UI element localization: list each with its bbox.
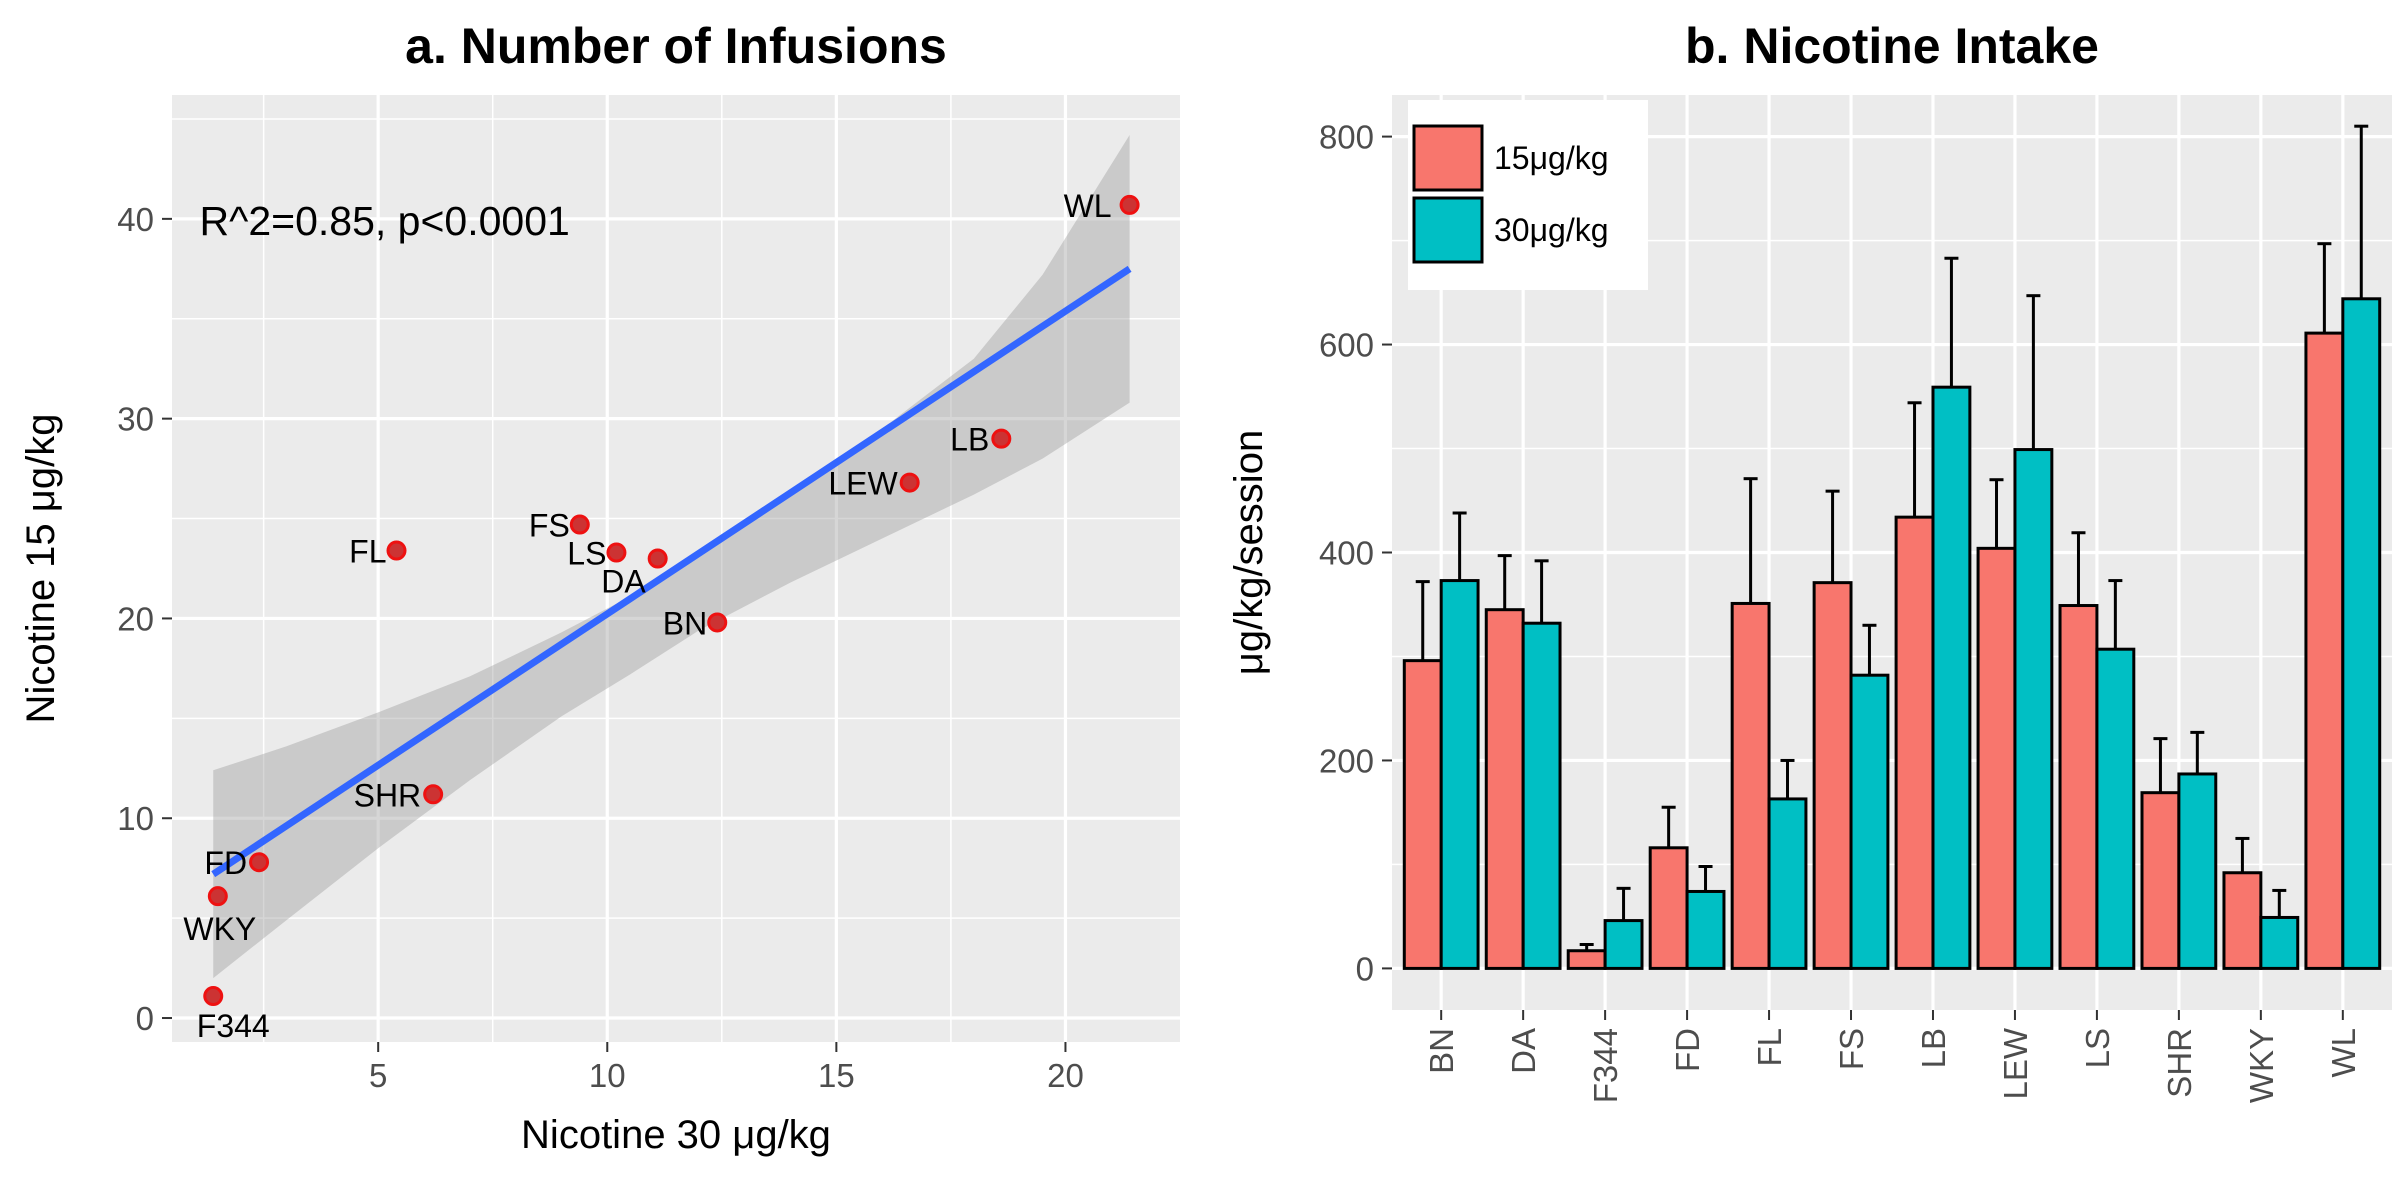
point-label-da: DA — [601, 564, 646, 600]
bar-da-15 — [1484, 608, 1525, 970]
panel-b-y-tick-label: 600 — [1319, 327, 1374, 364]
panel-b-x-tick-label-lb: LB — [1915, 1028, 1952, 1068]
point-fd — [249, 852, 270, 873]
point-label-fd: FD — [204, 845, 247, 881]
bar-fd-30 — [1685, 889, 1726, 970]
point-label-f344: F344 — [197, 1008, 270, 1044]
panel-b-title: b. Nicotine Intake — [1685, 18, 2099, 74]
panel-a-y-tick-label: 0 — [136, 1000, 154, 1037]
point-ls — [606, 542, 627, 563]
point-lew — [899, 472, 920, 493]
panel-a-y-tick-label: 10 — [117, 800, 154, 837]
panel-b-x-tick-label-ls: LS — [2079, 1028, 2116, 1068]
bar-f344-15 — [1566, 949, 1607, 970]
point-da — [647, 548, 668, 569]
point-label-wl: WL — [1064, 188, 1112, 224]
point-wl — [1119, 194, 1140, 215]
confidence-band — [213, 134, 1130, 979]
legend: 15μg/kg 30μg/kg — [1408, 100, 1648, 290]
panel-a-x-tick-label: 20 — [1047, 1057, 1084, 1094]
bar-shr-30 — [2177, 772, 2218, 970]
panel-b-x-tick-label-lew: LEW — [1997, 1027, 2034, 1099]
panel-b-y-tick-label: 200 — [1319, 742, 1374, 779]
point-label-lb: LB — [950, 422, 989, 458]
point-label-lew: LEW — [828, 466, 898, 502]
point-label-bn: BN — [663, 605, 707, 641]
bar-wky-15 — [2222, 871, 2263, 970]
panel-b-x-tick-label-wky: WKY — [2243, 1028, 2280, 1103]
panel-a-x-tick-label: 15 — [818, 1057, 855, 1094]
point-label-ls: LS — [567, 536, 606, 572]
bar-fs-15 — [1812, 581, 1853, 970]
point-shr — [423, 784, 444, 805]
panel-a-y-tick-label: 20 — [117, 600, 154, 637]
bar-fs-30 — [1849, 673, 1890, 970]
point-lb — [991, 428, 1012, 449]
regression-line — [211, 265, 1132, 878]
point-label-fl: FL — [349, 534, 386, 570]
panel-b-x-tick-label-bn: BN — [1423, 1028, 1460, 1074]
panel-a-y-axis-label: Nicotine 15 μg/kg — [19, 414, 63, 724]
point-label-fs: FS — [529, 508, 570, 544]
panel-b-x-tick-label-fs: FS — [1833, 1028, 1870, 1070]
panel-b-y-tick-label: 0 — [1356, 950, 1374, 987]
bar-lb-15 — [1894, 515, 1935, 970]
bar-wl-30 — [2341, 297, 2382, 970]
panel-a-title: a. Number of Infusions — [405, 18, 947, 74]
bar-lb-30 — [1931, 385, 1972, 970]
panel-b-x-tick-label-shr: SHR — [2161, 1028, 2198, 1098]
panel-a-x-axis-label: Nicotine 30 μg/kg — [521, 1113, 831, 1157]
bar-fl-30 — [1767, 797, 1808, 970]
panel-b-x-tick-label-da: DA — [1505, 1028, 1542, 1074]
panel-b-x-tick-label-fd: FD — [1669, 1028, 1706, 1072]
bar-ls-30 — [2095, 647, 2136, 970]
panel-a-y-tick-label: 30 — [117, 401, 154, 438]
bar-lew-30 — [2013, 448, 2054, 970]
bar-ls-15 — [2058, 604, 2099, 970]
panel-a-x-tick-label: 10 — [589, 1057, 626, 1094]
panel-b-y-tick-label: 400 — [1319, 535, 1374, 572]
point-label-wky: WKY — [183, 911, 256, 947]
bar-bn-30 — [1439, 579, 1480, 970]
bar-lew-15 — [1976, 546, 2017, 970]
point-wky — [207, 886, 228, 907]
point-f344 — [203, 986, 224, 1007]
panel-b-y-tick-label: 800 — [1319, 119, 1374, 156]
bar-f344-30 — [1603, 919, 1644, 970]
bar-bn-15 — [1402, 659, 1443, 970]
bar-fd-15 — [1648, 846, 1689, 970]
legend-key-15 — [1412, 124, 1484, 192]
panel-b-y-axis-label: μg/kg/session — [1227, 430, 1271, 675]
legend-key-30 — [1412, 196, 1484, 264]
legend-label-30: 30μg/kg — [1494, 212, 1609, 248]
legend-label-15: 15μg/kg — [1494, 140, 1609, 176]
panel-a-x-tick-label: 5 — [369, 1057, 387, 1094]
panel-b-x-tick-label-f344: F344 — [1587, 1028, 1624, 1103]
bar-fl-15 — [1730, 601, 1771, 970]
point-bn — [707, 612, 728, 633]
panel-a-y-tick-label: 40 — [117, 201, 154, 238]
point-label-shr: SHR — [354, 777, 422, 813]
regression-annotation: R^2=0.85, p<0.0001 — [199, 198, 569, 244]
point-fl — [386, 540, 407, 561]
panel-b-x-tick-label-fl: FL — [1751, 1028, 1788, 1067]
panel-b-x-tick-label-wl: WL — [2325, 1028, 2362, 1078]
bar-da-30 — [1521, 621, 1562, 970]
bar-wky-30 — [2259, 915, 2300, 970]
point-fs — [569, 514, 590, 535]
bar-shr-15 — [2140, 791, 2181, 970]
bar-wl-15 — [2304, 331, 2345, 970]
